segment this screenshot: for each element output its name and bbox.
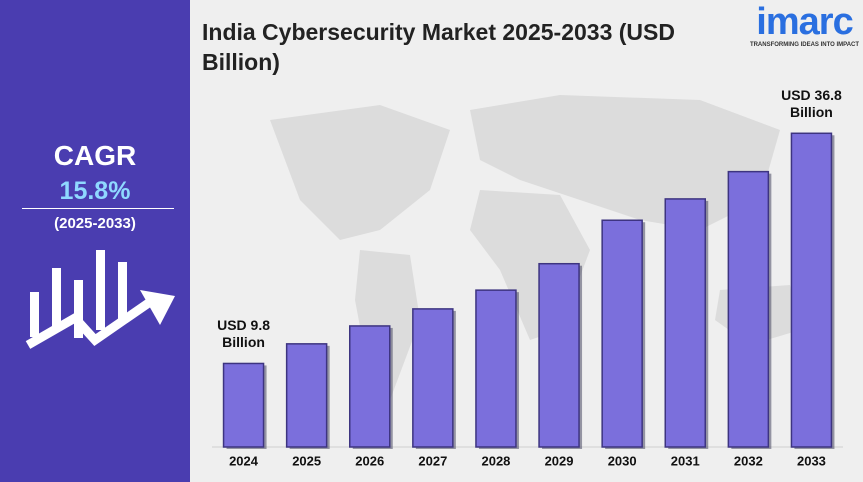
bar bbox=[601, 219, 643, 448]
bar bbox=[790, 132, 833, 448]
x-tick-label: 2029 bbox=[545, 453, 574, 468]
bar bbox=[538, 262, 580, 448]
chart-title: India Cybersecurity Market 2025-2033 (US… bbox=[202, 19, 675, 75]
divider bbox=[22, 208, 174, 209]
bar bbox=[475, 289, 517, 448]
bar bbox=[664, 198, 706, 448]
x-tick-label: 2030 bbox=[608, 453, 637, 468]
x-tick-label: 2031 bbox=[671, 453, 700, 468]
logo: imarc TRANSFORMING IDEAS INTO IMPACT bbox=[746, 2, 863, 48]
bar bbox=[412, 308, 454, 448]
value-label: USD 9.8 Billion bbox=[217, 317, 270, 351]
x-tick-label: 2024 bbox=[229, 453, 259, 468]
value-label: USD 36.8 Billion bbox=[781, 87, 842, 121]
x-tick-label: 2033 bbox=[797, 453, 826, 468]
cagr-period: (2025-2033) bbox=[54, 215, 136, 232]
logo-word: imarc bbox=[756, 1, 853, 43]
x-tick-label: 2028 bbox=[481, 453, 510, 468]
x-tick-label: 2032 bbox=[734, 453, 763, 468]
x-tick-label: 2025 bbox=[292, 453, 321, 468]
cagr-label: CAGR bbox=[53, 140, 137, 171]
bar bbox=[727, 170, 770, 448]
bar bbox=[349, 325, 391, 448]
x-tick-label: 2027 bbox=[418, 453, 447, 468]
growth-icon bbox=[25, 250, 175, 349]
logo-tagline: TRANSFORMING IDEAS INTO IMPACT bbox=[749, 42, 860, 48]
cagr-panel: CAGR 15.8% (2025-2033) bbox=[0, 0, 190, 482]
world-map bbox=[270, 95, 800, 400]
bar bbox=[285, 343, 328, 448]
bar bbox=[222, 362, 265, 448]
cagr-value: 15.8% bbox=[59, 177, 131, 205]
x-tick-label: 2026 bbox=[355, 453, 384, 468]
